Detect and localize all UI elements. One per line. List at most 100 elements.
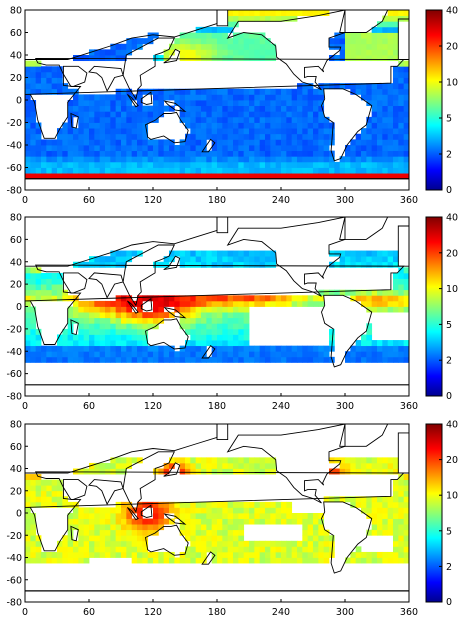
heatmap-cell — [233, 167, 239, 174]
heatmap-cell — [387, 501, 394, 508]
heatmap-cell — [206, 88, 213, 95]
heatmap-cell — [355, 150, 362, 157]
heatmap-cell — [307, 524, 314, 531]
heatmap-cell — [179, 457, 186, 464]
heatmap-cell — [307, 139, 314, 146]
heatmap-cell — [41, 145, 47, 152]
heatmap-cell — [249, 150, 255, 157]
heatmap-cell — [355, 88, 362, 95]
heatmap-cell — [265, 551, 271, 558]
heatmap-cell — [67, 340, 74, 347]
heatmap-cell — [105, 161, 111, 168]
heatmap-cell — [179, 250, 186, 257]
heatmap-cell — [169, 88, 175, 95]
heatmap-cell — [94, 518, 101, 525]
heatmap-cell — [222, 529, 229, 536]
heatmap-cell — [57, 272, 63, 279]
heatmap-cell — [350, 145, 357, 152]
heatmap-cell — [201, 116, 207, 123]
heatmap-cell — [307, 156, 314, 163]
heatmap-cell — [158, 300, 165, 307]
heatmap-cell — [126, 145, 133, 152]
heatmap-cell — [179, 145, 186, 152]
heatmap-cell — [190, 250, 197, 257]
heatmap-cell — [83, 173, 90, 180]
heatmap-cell — [158, 351, 165, 358]
heatmap-cell — [163, 557, 170, 564]
heatmap-cell — [265, 111, 271, 118]
heatmap-cell — [323, 535, 330, 542]
heatmap-cell — [78, 557, 85, 564]
heatmap-cell — [265, 38, 271, 45]
heatmap-cell — [137, 546, 143, 553]
heatmap-cell — [238, 535, 245, 542]
heatmap-cell — [393, 94, 399, 101]
x-tick-label: 300 — [336, 195, 354, 206]
heatmap-cell — [190, 100, 197, 107]
heatmap-cell — [46, 278, 53, 285]
heatmap-cell — [105, 100, 111, 107]
heatmap-cell — [217, 26, 223, 33]
heatmap-cell — [89, 462, 95, 469]
heatmap-cell — [41, 77, 47, 84]
heatmap-cell — [25, 479, 31, 486]
colorbar-tick-label: 20 — [446, 455, 458, 466]
heatmap-cell — [281, 513, 287, 519]
heatmap-cell — [110, 156, 117, 163]
heatmap-cell — [105, 551, 111, 558]
heatmap-cell — [185, 300, 191, 307]
heatmap-cell — [62, 128, 69, 135]
heatmap-cell — [121, 306, 127, 313]
heatmap-cell — [142, 145, 149, 152]
heatmap-cell — [366, 468, 373, 475]
heatmap-cell — [185, 513, 191, 519]
heatmap-cell — [25, 284, 31, 291]
heatmap-cell — [302, 557, 309, 564]
coastline-path — [397, 225, 410, 267]
heatmap-cell — [35, 356, 42, 363]
heatmap-cell — [307, 83, 314, 90]
heatmap-cell — [382, 557, 389, 564]
heatmap-cell — [217, 557, 223, 564]
heatmap-cell — [201, 540, 207, 547]
heatmap-cell — [217, 317, 223, 324]
heatmap-cell — [153, 100, 159, 107]
heatmap-cell — [110, 167, 117, 174]
heatmap-cell — [329, 289, 335, 296]
heatmap-cell — [323, 128, 330, 135]
heatmap-cell — [35, 145, 42, 152]
heatmap-cell — [126, 43, 133, 50]
heatmap-cell — [275, 546, 282, 553]
heatmap-cell — [398, 111, 405, 118]
heatmap-cell — [142, 340, 149, 347]
heatmap-cell — [25, 139, 31, 146]
heatmap-cell — [126, 546, 133, 553]
heatmap-cell — [217, 261, 223, 268]
coastline-path — [397, 18, 410, 60]
heatmap-cell — [30, 161, 37, 168]
heatmap-cell — [99, 529, 106, 536]
heatmap-cell — [83, 116, 90, 123]
heatmap-cell — [265, 116, 271, 123]
heatmap-cell — [105, 300, 111, 307]
heatmap-cell — [206, 300, 213, 307]
heatmap-cell — [126, 345, 133, 352]
heatmap-cell — [142, 501, 149, 508]
heatmap-cell — [41, 557, 47, 564]
heatmap-cell — [254, 167, 261, 174]
heatmap-cell — [211, 501, 218, 508]
heatmap-cell — [147, 345, 154, 352]
heatmap-cell — [313, 524, 319, 531]
heatmap-cell — [25, 295, 31, 302]
heatmap-cell — [238, 507, 245, 514]
heatmap-cell — [131, 540, 138, 547]
heatmap-cell — [131, 356, 138, 363]
heatmap-cell — [371, 551, 378, 558]
heatmap-cell — [137, 105, 143, 112]
x-tick-label: 360 — [400, 401, 418, 412]
heatmap-cell — [206, 100, 213, 107]
heatmap-cell — [142, 38, 149, 45]
heatmap-cell — [350, 150, 357, 157]
heatmap-cell — [366, 340, 373, 347]
heatmap-cell — [211, 167, 218, 174]
